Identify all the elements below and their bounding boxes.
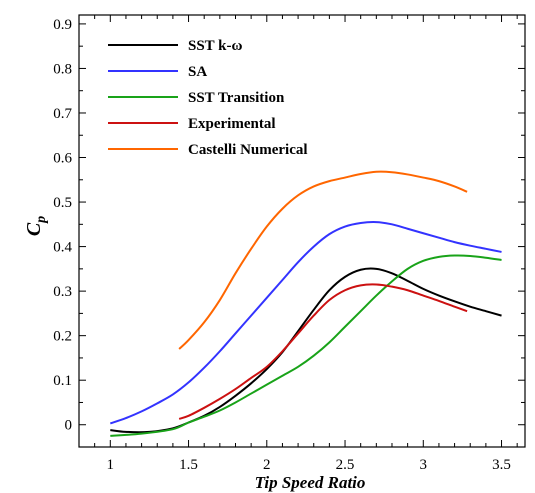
series-line-castelli-numerical [178,170,468,350]
legend-label-sst-transition: SST Transition [188,90,285,106]
y-tick-label: 0.3 [53,284,72,300]
legend-label-castelli-numerical: Castelli Numerical [188,142,308,158]
x-tick-label: 3 [420,457,428,473]
series-line-experimental [178,283,468,420]
legend: SST k-ω SA SST Transition Experimental Caste… [108,38,308,158]
series-line-sst-k [110,267,502,434]
y-axis-title-subscript: p [34,216,49,224]
x-axis-title: Tip Speed Ratio [255,473,366,492]
x-tick-label: 2 [263,457,271,473]
y-axis-title: Cp [23,216,49,236]
x-tick-label: 2.5 [336,457,355,473]
y-tick-label: 0.9 [53,17,72,33]
series-line-sa [109,221,502,425]
y-tick-label: 0.6 [53,151,72,167]
x-axis: 1 1.5 2 2.5 3 3.5 [94,15,518,473]
axes-frame [78,14,526,448]
x-tick-label: 1 [107,457,115,473]
y-tick-label: 0.4 [53,240,72,256]
series-line-sst-transition [110,254,502,437]
legend-label-experimental: Experimental [188,116,276,132]
series-layer [109,170,502,437]
y-tick-label: 0 [65,418,73,434]
y-axis: 0 0.1 0.2 0.3 0.4 0.5 0.6 0.7 0.8 0.9 [53,17,525,448]
y-tick-label: 0.8 [53,61,72,77]
x-tick-label: 1.5 [179,457,198,473]
y-tick-label: 0.1 [53,373,72,389]
legend-label-sst-k: SST k-ω [188,38,243,54]
y-tick-label: 0.7 [53,106,72,122]
y-tick-label: 0.5 [53,195,72,211]
x-tick-label: 3.5 [492,457,511,473]
legend-label-sa: SA [188,64,207,80]
plot-area: 1 1.5 2 2.5 3 3.5 0 0.1 0.2 0.3 0.4 0.5 0.6 0.7 0.8 0.… [53,14,526,473]
y-tick-label: 0.2 [53,329,72,345]
y-axis-title-main: C [23,222,45,236]
